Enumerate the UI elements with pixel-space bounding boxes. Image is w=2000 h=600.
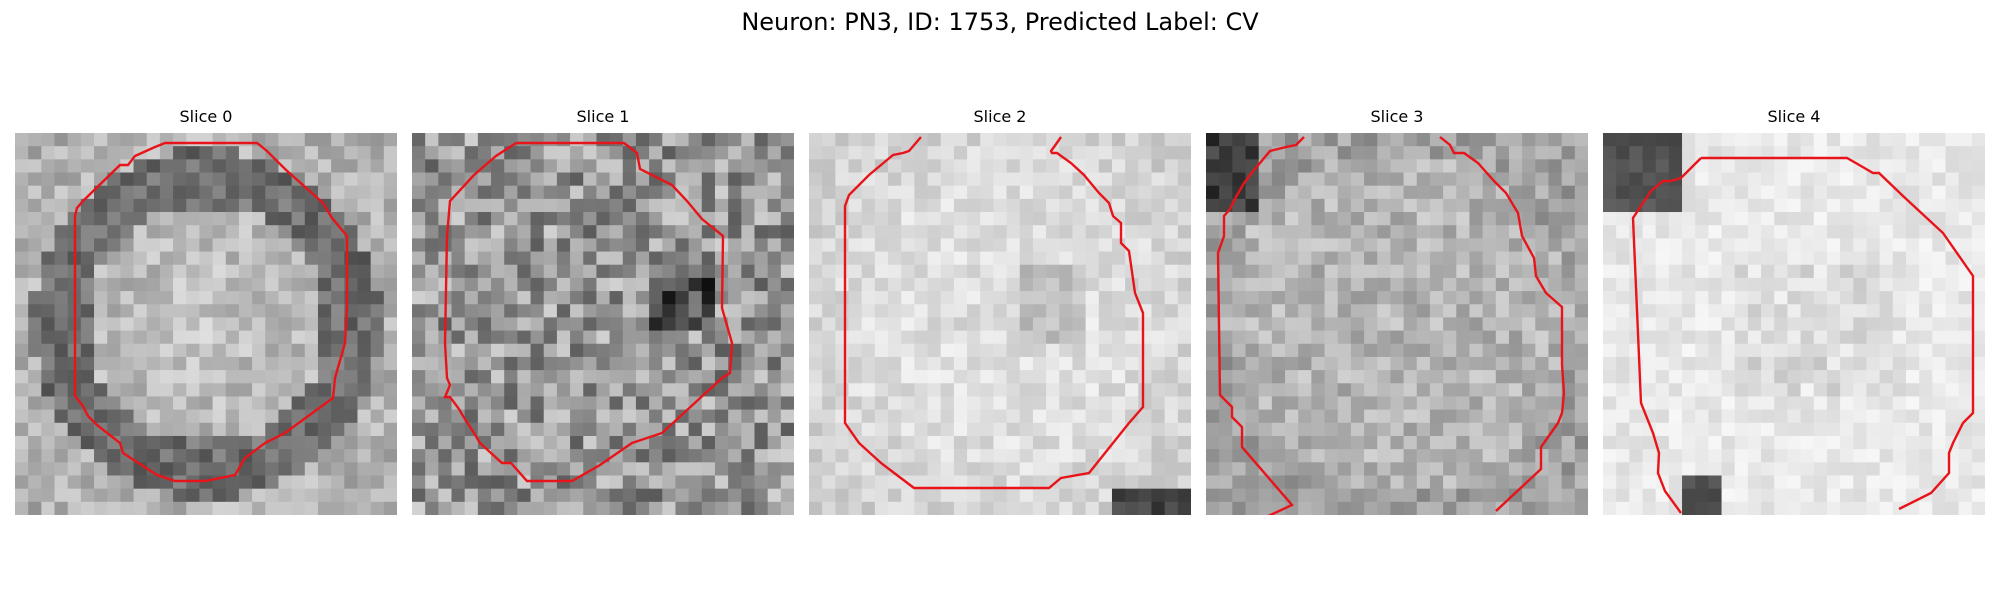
slice-image xyxy=(1603,133,1985,515)
contour-line xyxy=(843,136,1145,490)
slice-title: Slice 3 xyxy=(1370,107,1424,126)
pixel-grid xyxy=(15,133,397,515)
contour-line xyxy=(1701,156,1975,511)
slice-panel-2: Slice 2 xyxy=(809,107,1191,515)
pixel-grid xyxy=(1206,133,1588,515)
contour-line xyxy=(1216,136,1305,515)
slice-image xyxy=(1206,133,1588,515)
pixel-grid xyxy=(809,133,1191,515)
slice-panel-1: Slice 1 xyxy=(412,107,794,515)
pixel-grid xyxy=(412,133,794,515)
slice-panel-3: Slice 3 xyxy=(1206,107,1588,515)
slice-panel-0: Slice 0 xyxy=(15,107,397,515)
contour-line xyxy=(73,141,349,483)
slice-panel-4: Slice 4 xyxy=(1603,107,1985,515)
pixel-grid xyxy=(1603,133,1985,515)
slice-image xyxy=(412,133,794,515)
slice-image xyxy=(15,133,397,515)
slice-title: Slice 2 xyxy=(973,107,1027,126)
slice-title: Slice 4 xyxy=(1767,107,1821,126)
slice-title: Slice 1 xyxy=(576,107,630,126)
contour-line xyxy=(1439,136,1566,512)
contour-line xyxy=(1631,157,1702,514)
contour-line xyxy=(443,141,734,483)
figure-title: Neuron: PN3, ID: 1753, Predicted Label: … xyxy=(741,8,1259,36)
slice-title: Slice 0 xyxy=(179,107,233,126)
slice-image xyxy=(809,133,1191,515)
